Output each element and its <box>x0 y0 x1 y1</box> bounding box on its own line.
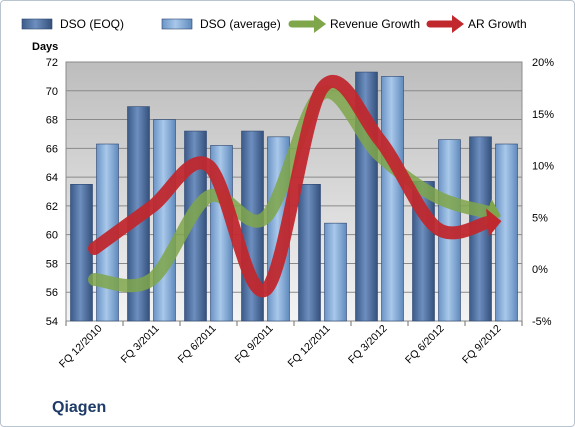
y-tick-label: 62 <box>46 201 58 213</box>
x-tick-label: FQ 9/2012 <box>460 323 504 367</box>
y2-tick-label: 5% <box>532 212 548 224</box>
x-tick-label: FQ 12/2011 <box>285 323 332 370</box>
bar-dso-average <box>324 222 347 322</box>
bar-dso-eoq <box>298 184 321 322</box>
company-title: Qiagen <box>52 399 107 416</box>
x-tick-label: FQ 6/2012 <box>403 323 447 367</box>
y2-tick-label: 10% <box>532 161 554 173</box>
x-tick-label: FQ 12/2010 <box>57 323 105 371</box>
y-tick-label: 68 <box>46 115 58 127</box>
bar-dso-average <box>153 119 176 322</box>
y-tick-label: 60 <box>46 230 58 242</box>
legend: DSO (EOQ) DSO (average) Revenue Growth AR G… <box>21 15 527 33</box>
legend-label: DSO (EOQ) <box>60 17 124 31</box>
bar-dso-eoq <box>70 184 93 322</box>
bar-dso-average <box>495 143 518 322</box>
legend-swatch-arrow <box>314 15 326 33</box>
trend-lines <box>88 75 502 298</box>
y2-tick-label: 20% <box>532 57 554 69</box>
x-tick-label: FQ 6/2011 <box>176 323 219 366</box>
y-tick-label: 72 <box>46 57 58 69</box>
legend-swatch-arrow <box>452 15 464 33</box>
legend-label: Revenue Growth <box>330 17 420 31</box>
bar-dso-average <box>381 76 404 322</box>
legend-swatch <box>161 18 193 30</box>
x-tick-label: FQ 3/2012 <box>346 323 390 367</box>
y-tick-label: 66 <box>46 143 58 155</box>
revenue-growth-line <box>88 85 494 293</box>
legend-swatch <box>21 18 53 30</box>
y2-tick-label: -5% <box>532 316 552 328</box>
y-tick-label: 58 <box>46 258 58 270</box>
y-axis-title: Days <box>32 41 58 53</box>
ar-growth-arrowhead <box>486 208 502 237</box>
legend-label: AR Growth <box>468 17 527 31</box>
y-tick-label: 64 <box>46 172 58 184</box>
y-tick-label: 70 <box>46 86 58 98</box>
x-tick-label: FQ 9/2011 <box>233 323 276 366</box>
y2-tick-label: 0% <box>532 264 548 276</box>
y-tick-label: 56 <box>46 287 58 299</box>
y2-tick-label: 15% <box>532 109 554 121</box>
legend-label: DSO (average) <box>200 17 281 31</box>
x-tick-label: FQ 3/2011 <box>119 323 162 366</box>
ar-growth-line <box>88 75 494 298</box>
y-tick-label: 54 <box>46 316 58 328</box>
